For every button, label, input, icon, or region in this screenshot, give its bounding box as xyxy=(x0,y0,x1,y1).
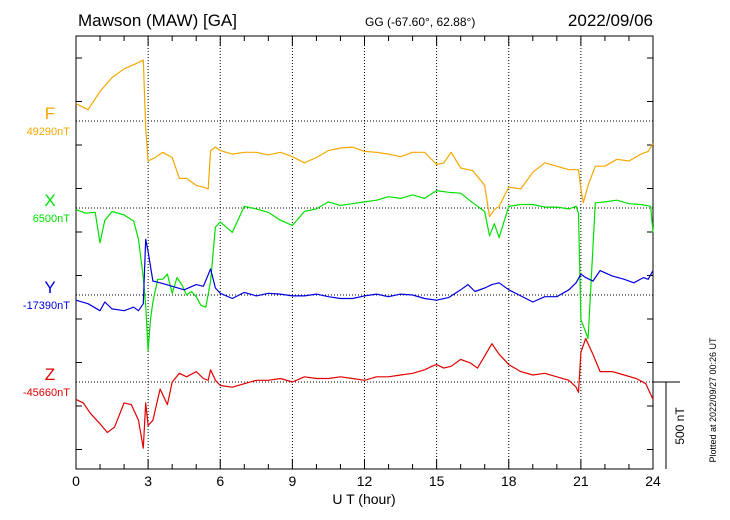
x-tick-label: 15 xyxy=(429,473,445,489)
series-labels: F 49290nT X 6500nT Y -17390nT Z -45660nT xyxy=(23,104,70,399)
x-tick-label: 9 xyxy=(288,473,296,489)
x-tick-label: 12 xyxy=(357,473,373,489)
series-name-y: Y xyxy=(44,278,55,297)
plotted-timestamp: Plotted at 2022/09/27 00:26 UT xyxy=(708,337,718,463)
trace-x xyxy=(75,190,654,352)
x-tick-label: 18 xyxy=(501,473,517,489)
trace-z xyxy=(75,337,654,449)
x-tick-label: 21 xyxy=(573,473,589,489)
baseline-value-x: 6500nT xyxy=(33,213,71,225)
scale-bar-label: 500 nT xyxy=(673,407,687,445)
x-tick-labels: 0 3 6 9 12 15 18 21 24 xyxy=(72,473,661,489)
x-tick-label: 3 xyxy=(144,473,152,489)
x-axis-label: U T (hour) xyxy=(332,491,395,507)
x-tick-label: 0 xyxy=(72,473,80,489)
series-name-x: X xyxy=(44,191,55,210)
grid-lines xyxy=(147,36,582,469)
series-name-f: F xyxy=(45,104,55,123)
baseline-value-y: -17390nT xyxy=(23,300,70,312)
scale-bar: 500 nT xyxy=(653,381,687,469)
x-tick-label: 24 xyxy=(645,473,661,489)
plot-date: 2022/09/06 xyxy=(568,11,653,30)
baseline-value-z: -45660nT xyxy=(23,387,70,399)
trace-y xyxy=(75,238,654,312)
geographic-coordinates: GG (-67.60°, 62.88°) xyxy=(365,15,475,29)
series-traces xyxy=(75,59,654,449)
series-name-z: Z xyxy=(45,365,55,384)
x-tick-label: 6 xyxy=(216,473,224,489)
station-title: Mawson (MAW) [GA] xyxy=(78,11,237,30)
axis-ticks xyxy=(75,36,654,469)
baseline-value-f: 49290nT xyxy=(27,126,71,138)
trace-f xyxy=(75,59,654,218)
